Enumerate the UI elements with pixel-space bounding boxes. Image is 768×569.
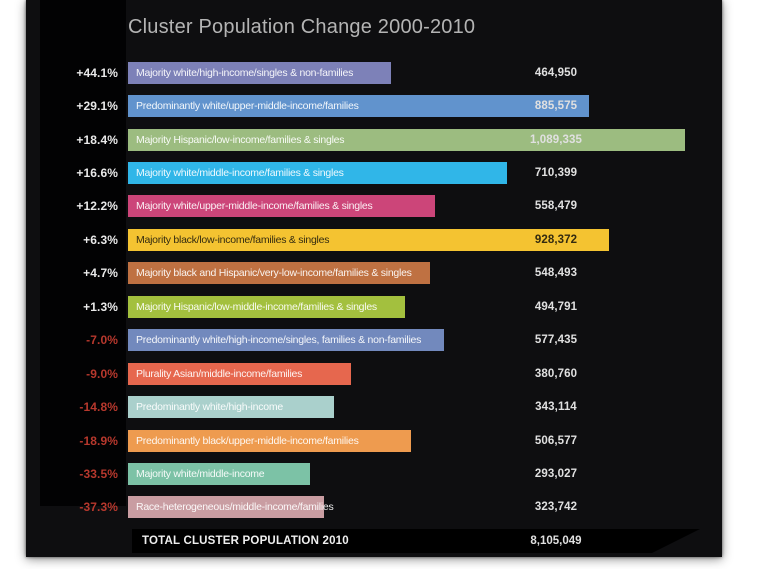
- cluster-label: Predominantly white/upper-middle-income/…: [136, 100, 359, 113]
- population-value: 548,493: [534, 267, 578, 280]
- cluster-bar: Majority white/middle-income/families & …: [128, 162, 507, 185]
- total-value: 8,105,049: [530, 535, 582, 547]
- bar-row: +44.1% Majority white/high-income/singles…: [26, 56, 722, 89]
- bar-row: -18.9% Predominantly black/upper-middle-i…: [26, 424, 722, 457]
- cluster-label: Majority white/upper-middle-income/famil…: [136, 200, 373, 213]
- cluster-bar: Predominantly white/upper-middle-income/…: [128, 95, 589, 118]
- bar-row: -7.0% Predominantly white/high-income/sin…: [26, 324, 722, 357]
- bar-row: -33.5% Majority white/middle-income 293,02…: [26, 457, 722, 490]
- cluster-label: Majority black and Hispanic/very-low-inc…: [136, 267, 412, 280]
- bar-row: +4.7% Majority black and Hispanic/very-lo…: [26, 257, 722, 290]
- cluster-label: Race-heterogeneous/middle-income/familie…: [136, 501, 334, 514]
- population-value: 558,479: [534, 200, 578, 213]
- bar-row: -14.8% Predominantly white/high-income 343…: [26, 390, 722, 423]
- cluster-label: Plurality Asian/middle-income/families: [136, 367, 303, 380]
- chart-canvas: Cluster Population Change 2000-2010 +44.…: [26, 0, 722, 557]
- cluster-label: Predominantly white/high-income: [136, 401, 283, 414]
- population-value: 293,027: [534, 467, 578, 480]
- cluster-label: Majority black/low-income/families & sin…: [136, 233, 330, 246]
- bar-row: -37.3% Race-heterogeneous/middle-income/f…: [26, 491, 722, 524]
- bar-row: -9.0% Plurality Asian/middle-income/famil…: [26, 357, 722, 390]
- cluster-bar: Plurality Asian/middle-income/families: [128, 362, 351, 385]
- chart-title: Cluster Population Change 2000-2010: [128, 16, 476, 38]
- population-value: 928,372: [534, 233, 578, 246]
- percent-change-label: -7.0%: [86, 333, 118, 348]
- cluster-label: Predominantly white/high-income/singles,…: [136, 334, 422, 347]
- population-value: 506,577: [534, 434, 578, 447]
- bar-rows: +44.1% Majority white/high-income/singles…: [26, 56, 722, 524]
- cluster-label: Majority white/middle-income: [136, 467, 265, 480]
- bar-row: +18.4% Majority Hispanic/low-income/famil…: [26, 123, 722, 156]
- population-value: 494,791: [534, 300, 578, 313]
- bar-row: +16.6% Majority white/middle-income/famil…: [26, 156, 722, 189]
- percent-change-label: +4.7%: [83, 266, 118, 281]
- cluster-label: Majority Hispanic/low-middle-income/fami…: [136, 300, 377, 313]
- population-value: 885,575: [534, 100, 578, 113]
- total-bar: TOTAL CLUSTER POPULATION 2010: [132, 529, 700, 553]
- total-label: TOTAL CLUSTER POPULATION 2010: [142, 535, 349, 547]
- percent-change-label: -14.8%: [79, 400, 118, 415]
- percent-label-column-background: [40, 0, 126, 506]
- bar-row: +29.1% Predominantly white/upper-middle-i…: [26, 89, 722, 122]
- cluster-bar: Majority black/low-income/families & sin…: [128, 228, 609, 251]
- percent-change-label: -9.0%: [86, 366, 118, 381]
- percent-change-label: +44.1%: [76, 65, 118, 80]
- cluster-label: Majority white/high-income/singles & non…: [136, 66, 354, 79]
- population-value: 710,399: [534, 167, 578, 180]
- population-value: 323,742: [534, 501, 578, 514]
- cluster-bar: Predominantly white/high-income/singles,…: [128, 329, 444, 352]
- cluster-bar: Majority white/upper-middle-income/famil…: [128, 195, 435, 218]
- percent-change-label: +6.3%: [83, 232, 118, 247]
- cluster-label: Majority white/middle-income/families & …: [136, 167, 344, 180]
- bar-row: +1.3% Majority Hispanic/low-middle-income…: [26, 290, 722, 323]
- population-value: 1,089,335: [529, 133, 583, 146]
- percent-change-label: -33.5%: [79, 466, 118, 481]
- percent-change-label: +1.3%: [83, 299, 118, 314]
- population-value: 343,114: [535, 401, 577, 414]
- percent-change-label: -18.9%: [79, 433, 118, 448]
- cluster-bar: Predominantly white/high-income: [128, 396, 334, 419]
- percent-change-label: -37.3%: [79, 500, 118, 515]
- percent-change-label: +16.6%: [76, 166, 118, 181]
- population-value: 577,435: [534, 334, 578, 347]
- cluster-bar: Predominantly black/upper-middle-income/…: [128, 429, 411, 452]
- cluster-label: Majority Hispanic/low-income/families & …: [136, 133, 345, 146]
- cluster-bar: Majority white/high-income/singles & non…: [128, 61, 391, 84]
- cluster-bar: Majority black and Hispanic/very-low-inc…: [128, 262, 430, 285]
- percent-change-label: +12.2%: [76, 199, 118, 214]
- cluster-bar: Majority white/middle-income: [128, 462, 310, 485]
- cluster-label: Predominantly black/upper-middle-income/…: [136, 434, 359, 447]
- cluster-bar: Majority Hispanic/low-income/families & …: [128, 128, 685, 151]
- cluster-bar: Majority Hispanic/low-middle-income/fami…: [128, 295, 405, 318]
- population-value: 380,760: [534, 367, 578, 380]
- cluster-bar: Race-heterogeneous/middle-income/familie…: [128, 496, 334, 519]
- bar-row: +12.2% Majority white/upper-middle-income…: [26, 190, 722, 223]
- percent-change-label: +18.4%: [76, 132, 118, 147]
- percent-change-label: +29.1%: [76, 99, 118, 114]
- population-value: 464,950: [534, 66, 578, 79]
- total-row: TOTAL CLUSTER POPULATION 2010 8,105,049: [26, 529, 722, 553]
- bar-row: +6.3% Majority black/low-income/families …: [26, 223, 722, 256]
